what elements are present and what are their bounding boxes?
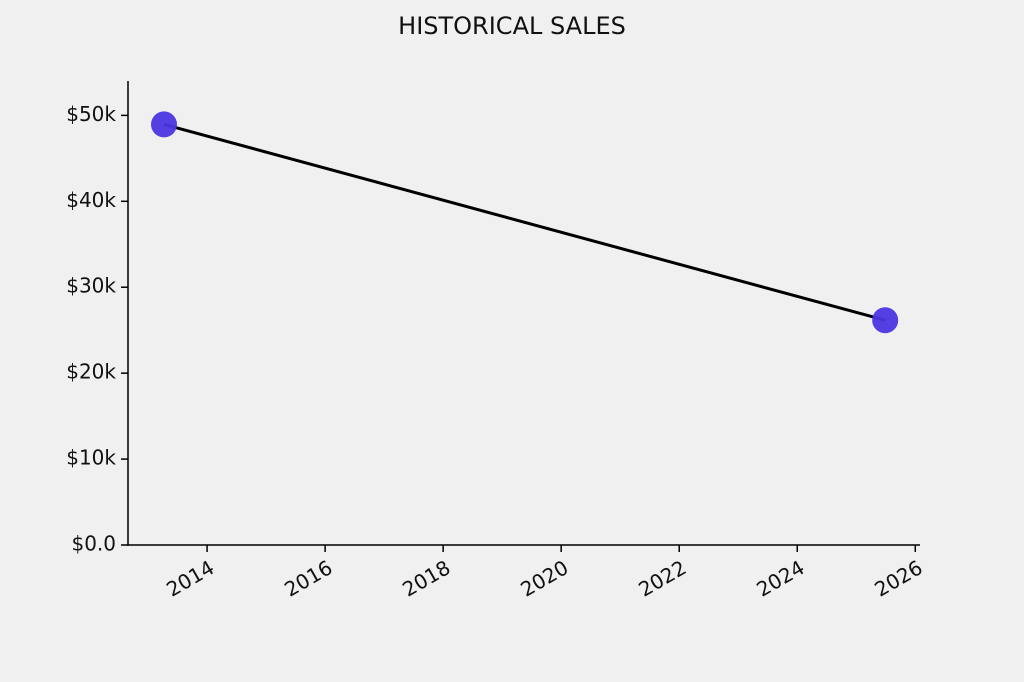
y-tick-label: $50k [66,102,116,126]
marker [151,111,177,138]
y-tick-label: $10k [66,446,116,470]
x-tick-label: 2014 [162,555,218,601]
y-tick-label: $30k [66,274,116,298]
line [163,122,886,322]
chart-title: HISTORICAL SALES [398,12,626,40]
marker [872,307,899,334]
y-tick-label: $40k [66,188,116,212]
x-tick-label: 2022 [634,555,690,601]
y-tick-label: $20k [66,360,116,384]
x-tick-label: 2016 [280,555,336,601]
x-tick-label: 2026 [870,555,926,601]
x-tick-label: 2024 [752,555,808,601]
y-tick-label: $0.0 [71,532,116,556]
x-tick-label: 2020 [516,555,572,601]
x-tick-label: 2018 [398,555,454,601]
